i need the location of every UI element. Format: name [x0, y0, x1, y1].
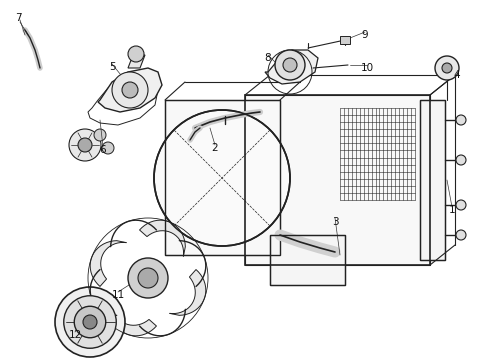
Polygon shape — [111, 300, 156, 336]
Bar — [165, 100, 280, 255]
Text: 9: 9 — [362, 30, 368, 40]
Text: 7: 7 — [15, 13, 21, 23]
Circle shape — [69, 129, 101, 161]
Circle shape — [83, 315, 97, 329]
Circle shape — [122, 82, 138, 98]
Text: 4: 4 — [454, 70, 460, 80]
Bar — [270, 235, 345, 285]
Polygon shape — [128, 55, 145, 68]
Circle shape — [435, 56, 459, 80]
Text: 2: 2 — [212, 143, 219, 153]
Text: 11: 11 — [111, 290, 124, 300]
Circle shape — [55, 287, 125, 357]
Polygon shape — [140, 220, 185, 256]
Text: 5: 5 — [109, 62, 115, 72]
Circle shape — [128, 46, 144, 62]
Bar — [245, 95, 430, 265]
Circle shape — [154, 110, 290, 246]
Circle shape — [74, 306, 106, 338]
Circle shape — [283, 58, 297, 72]
Bar — [245, 95, 430, 265]
Text: 3: 3 — [332, 217, 338, 227]
Circle shape — [128, 258, 168, 298]
Circle shape — [64, 296, 116, 348]
Text: 6: 6 — [99, 145, 106, 155]
Circle shape — [138, 268, 158, 288]
Polygon shape — [340, 36, 350, 44]
Bar — [420, 100, 445, 260]
Polygon shape — [98, 68, 162, 112]
Circle shape — [456, 115, 466, 125]
Bar — [165, 100, 280, 255]
Circle shape — [456, 155, 466, 165]
Text: 1: 1 — [449, 205, 455, 215]
Polygon shape — [170, 270, 206, 315]
Circle shape — [442, 63, 452, 73]
Text: 8: 8 — [265, 53, 271, 63]
Polygon shape — [265, 50, 318, 84]
Text: 12: 12 — [69, 330, 82, 340]
Circle shape — [456, 200, 466, 210]
Bar — [270, 235, 345, 285]
Bar — [420, 100, 445, 260]
Circle shape — [112, 72, 148, 108]
Circle shape — [456, 230, 466, 240]
Polygon shape — [90, 240, 126, 287]
Circle shape — [275, 50, 305, 80]
Circle shape — [102, 142, 114, 154]
Circle shape — [78, 138, 92, 152]
Text: 10: 10 — [361, 63, 373, 73]
Circle shape — [94, 129, 106, 141]
